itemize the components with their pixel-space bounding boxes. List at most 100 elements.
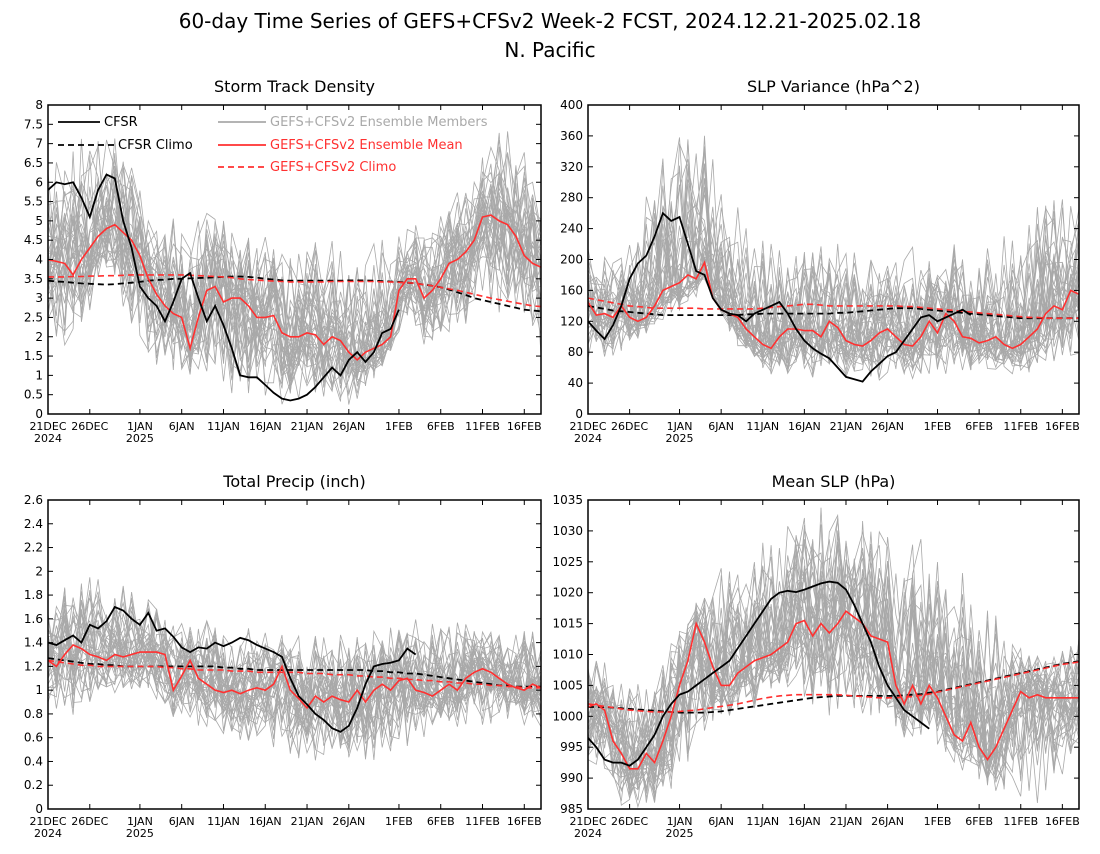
x-tick-sublabel: 2024: [574, 432, 602, 445]
legend-label: GEFS+CFSv2 Ensemble Members: [270, 115, 488, 130]
ensemble-member-line: [588, 135, 1079, 380]
ensemble-member-line: [48, 182, 541, 385]
ensemble-member-line: [588, 513, 1079, 791]
x-tick-label: 16FEB: [1045, 815, 1080, 828]
cfsr-climo-line: [48, 275, 541, 313]
ensemble-member-line: [588, 524, 1079, 791]
ensemble-member-line: [48, 181, 541, 388]
y-tick-label: 1.2: [24, 659, 43, 673]
y-tick-label: 1: [35, 683, 43, 697]
x-tick-label: 6FEB: [965, 815, 993, 828]
ensemble-mean-line: [48, 214, 541, 361]
legend-label: CFSR: [104, 115, 138, 130]
panel-title: Mean SLP (hPa): [772, 472, 896, 491]
x-tick-label: 21JAN: [291, 420, 324, 433]
x-tick-sublabel: 2025: [126, 432, 154, 445]
y-tick-label: 0.8: [24, 707, 43, 721]
series-group: [48, 605, 541, 733]
x-tick-label: 11FEB: [465, 420, 500, 433]
ensemble-mean-line: [588, 260, 1079, 350]
y-tick-label: 1025: [552, 555, 583, 569]
ensemble-member-line: [588, 517, 1079, 780]
ensemble-member-line: [48, 183, 541, 379]
y-tick-label: 8: [35, 98, 43, 112]
x-tick-label: 16JAN: [249, 815, 282, 828]
ensemble-members: [588, 135, 1079, 381]
x-tick-label: 1JAN: [127, 420, 153, 433]
y-tick-label: 1: [35, 368, 43, 382]
y-tick-label: 5: [35, 214, 43, 228]
ensemble-member-line: [588, 530, 1079, 806]
ensemble-member-line: [588, 530, 1079, 785]
x-tick-label: 16JAN: [788, 815, 821, 828]
y-tick-label: 1020: [552, 586, 583, 600]
gefs-climo-line: [588, 297, 1079, 320]
x-tick-label: 16FEB: [1045, 420, 1080, 433]
y-tick-label: 2.6: [24, 493, 43, 507]
x-tick-label: 26JAN: [332, 815, 365, 828]
x-tick-label: 26JAN: [871, 420, 904, 433]
y-tick-label: 0: [35, 802, 43, 816]
x-tick-label: 26DEC: [611, 420, 648, 433]
y-tick-label: 985: [560, 802, 583, 816]
x-tick-label: 26DEC: [71, 815, 108, 828]
y-tick-label: 160: [560, 283, 583, 297]
panel-2: SLP Variance (hPa^2) 0 40 80 120 160 200 240 280…: [560, 77, 1080, 445]
plot-frame: [47, 499, 542, 810]
series-group: [588, 211, 1079, 383]
x-tick-label: 26JAN: [871, 815, 904, 828]
ensemble-member-line: [588, 163, 1079, 368]
y-tick-label: 200: [560, 253, 583, 267]
x-tick-label: 26DEC: [71, 420, 108, 433]
x-tick-label: 11JAN: [746, 815, 779, 828]
x-tick-label: 21JAN: [830, 420, 863, 433]
panel-title: Storm Track Density: [214, 77, 375, 96]
x-tick-label: 21JAN: [830, 815, 863, 828]
x-tick-sublabel: 2024: [34, 432, 62, 445]
panel-1: Storm Track Density 0 0.5 1 1.5 2 2.5 3 3.5 4 4.5 5…: [24, 77, 542, 445]
ensemble-member-line: [48, 131, 541, 380]
x-tick-label: 16JAN: [249, 420, 282, 433]
panels-group: Storm Track Density 0 0.5 1 1.5 2 2.5 3 3.5 4 4.5 5…: [24, 77, 1080, 840]
ensemble-member-line: [588, 140, 1079, 378]
y-tick-label: 1015: [552, 617, 583, 631]
y-tick-label: 1000: [552, 709, 583, 723]
y-tick-label: 3: [35, 291, 43, 305]
x-tick-label: 1FEB: [924, 420, 952, 433]
ensemble-member-line: [588, 551, 1079, 777]
y-tick-label: 120: [560, 314, 583, 328]
x-tick-label: 21DEC: [569, 815, 606, 828]
x-tick-label: 26JAN: [332, 420, 365, 433]
y-tick-label: 1.6: [24, 612, 43, 626]
ensemble-member-line: [588, 536, 1079, 789]
x-tick-label: 1FEB: [924, 815, 952, 828]
y-tick-label: 7: [35, 137, 43, 151]
ensemble-member-line: [588, 535, 1079, 786]
ensemble-members: [48, 577, 541, 761]
y-tick-label: 240: [560, 222, 583, 236]
x-tick-label: 1FEB: [385, 815, 413, 828]
x-tick-label: 11FEB: [1003, 815, 1038, 828]
ensemble-member-line: [48, 609, 541, 734]
gefs-climo-line: [48, 659, 541, 689]
x-tick-label: 1FEB: [385, 420, 413, 433]
x-tick-label: 11JAN: [746, 420, 779, 433]
y-tick-label: 990: [560, 771, 583, 785]
y-tick-label: 280: [560, 191, 583, 205]
x-tick-label: 1JAN: [667, 420, 693, 433]
y-tick-label: 0.4: [24, 754, 43, 768]
x-tick-label: 26DEC: [611, 815, 648, 828]
gefs-climo-line: [48, 274, 541, 308]
ensemble-member-line: [588, 143, 1079, 362]
x-tick-label: 1JAN: [127, 815, 153, 828]
legend-label: GEFS+CFSv2 Ensemble Mean: [270, 138, 463, 153]
panel-title: Total Precip (inch): [222, 472, 365, 491]
ensemble-mean-line: [48, 644, 541, 710]
y-tick-label: 3.5: [24, 272, 43, 286]
x-tick-label: 6FEB: [427, 815, 455, 828]
x-tick-label: 16FEB: [507, 420, 542, 433]
y-tick-label: 0: [575, 407, 583, 421]
x-tick-label: 6JAN: [708, 815, 734, 828]
y-tick-label: 1.8: [24, 588, 43, 602]
